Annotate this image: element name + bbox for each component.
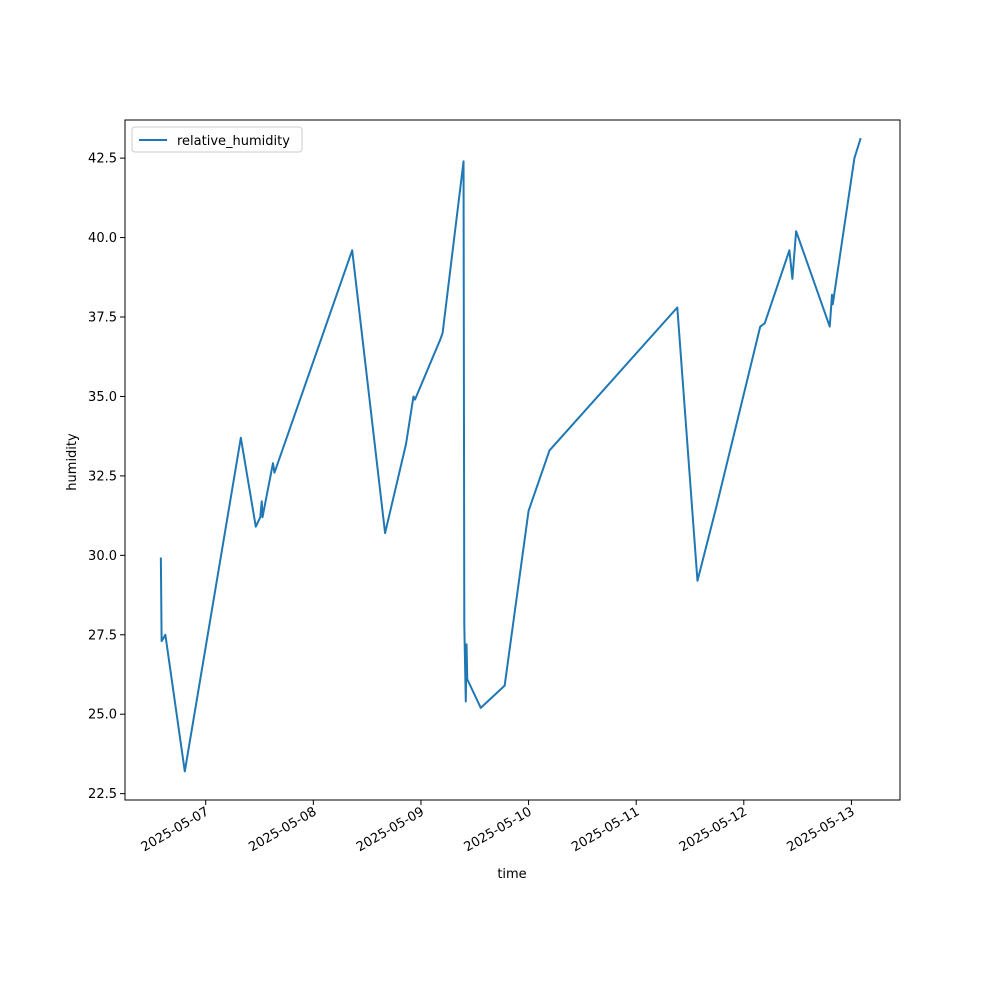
series-line-relative_humidity [159, 137, 862, 773]
y-tick-label: 40.0 [88, 231, 117, 246]
x-axis-label: time [497, 867, 526, 882]
y-tick-label: 22.5 [88, 787, 117, 802]
legend: relative_humidity [131, 126, 303, 153]
legend-box [131, 126, 303, 153]
y-tick-label: 32.5 [88, 469, 117, 484]
axes-frame [124, 119, 901, 801]
legend-label: relative_humidity [177, 134, 290, 149]
y-tick-label: 42.5 [88, 152, 117, 167]
y-axis-label: humidity [65, 433, 80, 491]
y-tick-label: 35.0 [88, 390, 117, 405]
y-tick-label: 25.0 [88, 708, 117, 723]
y-tick-label: 27.5 [88, 628, 117, 643]
y-tick-label: 37.5 [88, 311, 117, 326]
y-tick-label: 30.0 [88, 549, 117, 564]
